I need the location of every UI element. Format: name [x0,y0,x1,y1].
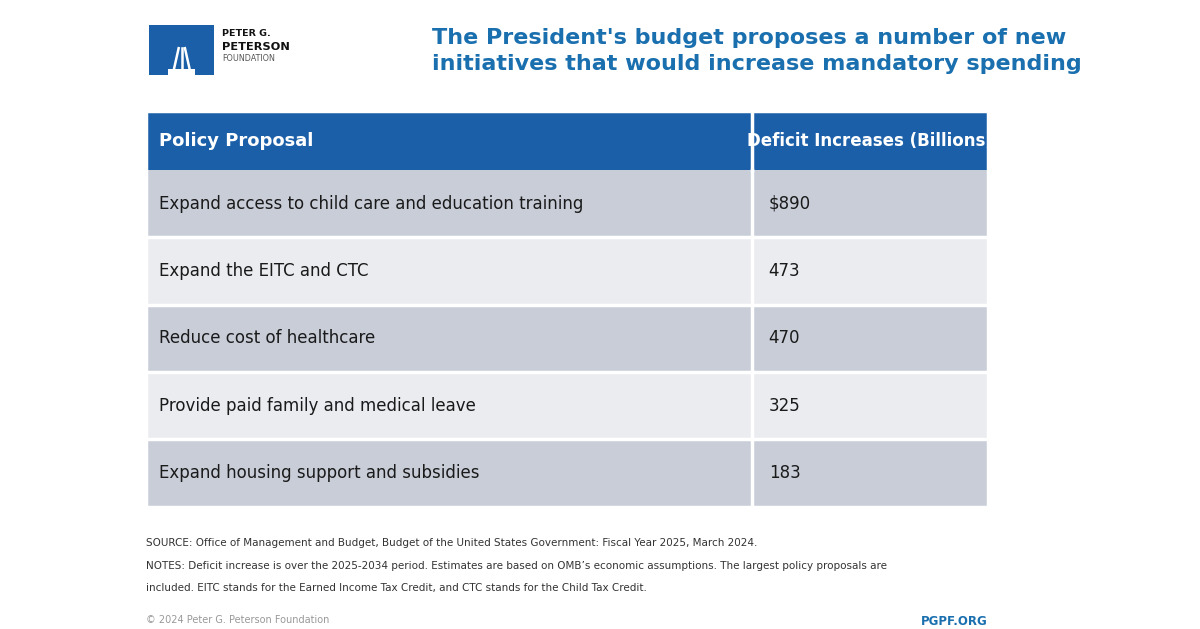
Text: PGPF.ORG: PGPF.ORG [920,615,988,628]
Text: Expand the EITC and CTC: Expand the EITC and CTC [160,262,368,280]
Text: Deficit Increases (Billions): Deficit Increases (Billions) [746,131,992,150]
Text: © 2024 Peter G. Peterson Foundation: © 2024 Peter G. Peterson Foundation [146,615,329,625]
Text: Provide paid family and medical leave: Provide paid family and medical leave [160,397,476,415]
Text: The President's budget proposes a number of new
initiatives that would increase : The President's budget proposes a number… [432,28,1081,74]
Text: SOURCE: Office of Management and Budget, Budget of the United States Government:: SOURCE: Office of Management and Budget,… [146,538,757,548]
FancyBboxPatch shape [149,25,215,75]
Text: Expand access to child care and education training: Expand access to child care and educatio… [160,194,583,213]
FancyBboxPatch shape [146,372,988,439]
Text: 470: 470 [769,330,800,347]
FancyBboxPatch shape [146,170,988,237]
Text: Policy Proposal: Policy Proposal [160,131,313,150]
Text: 183: 183 [769,464,800,482]
Text: PETERSON: PETERSON [222,42,290,52]
Text: PETER G.: PETER G. [222,30,271,38]
FancyBboxPatch shape [146,439,988,507]
FancyBboxPatch shape [168,69,196,75]
Text: 473: 473 [769,262,800,280]
Text: FOUNDATION: FOUNDATION [222,54,275,63]
Text: included. EITC stands for the Earned Income Tax Credit, and CTC stands for the C: included. EITC stands for the Earned Inc… [146,583,647,593]
Text: Reduce cost of healthcare: Reduce cost of healthcare [160,330,376,347]
FancyBboxPatch shape [146,111,988,170]
Text: 325: 325 [769,397,800,415]
FancyBboxPatch shape [146,237,988,304]
Text: NOTES: Deficit increase is over the 2025-2034 period. Estimates are based on OMB: NOTES: Deficit increase is over the 2025… [146,561,887,571]
FancyBboxPatch shape [146,304,988,372]
Text: Expand housing support and subsidies: Expand housing support and subsidies [160,464,480,482]
Text: $890: $890 [769,194,811,213]
